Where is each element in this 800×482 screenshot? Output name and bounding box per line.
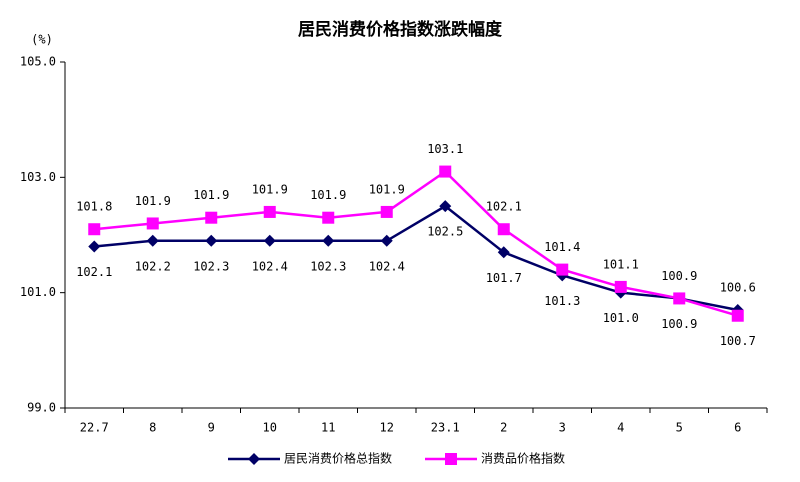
- x-tick-label: 10: [263, 421, 277, 435]
- data-label: 101.9: [252, 182, 288, 196]
- line: [94, 169, 739, 317]
- marker: [556, 263, 569, 276]
- marker: [248, 453, 260, 465]
- legend-label: 居民消费价格总指数: [284, 451, 392, 466]
- marker: [263, 234, 276, 247]
- data-label: 102.1: [486, 200, 522, 214]
- data-label: 100.7: [720, 334, 756, 348]
- data-label: 100.9: [661, 317, 697, 331]
- marker: [731, 309, 744, 322]
- chart-title: 居民消费价格指数涨跌幅度: [298, 19, 503, 40]
- data-label: 103.1: [427, 142, 463, 156]
- marker: [380, 205, 393, 218]
- legend-label: 消费品价格指数: [481, 451, 565, 466]
- marker: [205, 234, 218, 247]
- y-tick-label: 99.0: [27, 401, 56, 415]
- data-label: 101.9: [135, 194, 171, 208]
- marker: [322, 211, 335, 224]
- x-tick-label: 4: [617, 421, 624, 435]
- data-label: 101.3: [544, 294, 580, 308]
- x-tick-label: 11: [321, 421, 335, 435]
- data-label: 101.1: [603, 257, 639, 271]
- marker: [614, 280, 627, 293]
- data-label: 102.3: [310, 259, 346, 273]
- data-label: 102.4: [369, 259, 405, 273]
- data-label: 102.5: [427, 225, 463, 239]
- x-tick-label: 8: [149, 421, 156, 435]
- marker: [380, 234, 393, 247]
- data-label: 100.9: [661, 269, 697, 283]
- x-tick-label: 2: [500, 421, 507, 435]
- data-label: 100.6: [720, 280, 756, 294]
- data-label: 102.4: [252, 259, 288, 273]
- line: [94, 204, 738, 312]
- x-tick-label: 12: [380, 421, 394, 435]
- marker: [673, 292, 686, 305]
- marker: [497, 246, 510, 259]
- data-label: 101.4: [544, 240, 580, 254]
- x-tick-label: 22.7: [80, 421, 109, 435]
- marker: [205, 211, 218, 224]
- x-tick-label: 6: [734, 421, 741, 435]
- x-tick-label: 3: [559, 421, 566, 435]
- data-label: 101.9: [193, 188, 229, 202]
- y-tick-label: 103.0: [20, 170, 56, 184]
- marker: [322, 234, 335, 247]
- marker: [146, 234, 159, 247]
- data-label: 101.9: [369, 182, 405, 196]
- data-label: 101.0: [603, 311, 639, 325]
- data-label: 102.2: [135, 259, 171, 273]
- marker: [445, 453, 457, 465]
- y-tick-label: 105.0: [20, 55, 56, 69]
- data-label: 101.7: [486, 271, 522, 285]
- data-label: 101.8: [76, 200, 112, 214]
- marker: [439, 165, 452, 178]
- marker: [497, 223, 510, 236]
- marker: [263, 205, 276, 218]
- marker: [146, 217, 159, 230]
- x-tick-label: 5: [676, 421, 683, 435]
- marker: [88, 223, 101, 236]
- data-label: 102.1: [76, 265, 112, 279]
- y-unit: (%): [31, 33, 53, 47]
- data-label: 102.3: [193, 259, 229, 273]
- x-tick-label: 23.1: [431, 421, 460, 435]
- marker: [88, 240, 101, 253]
- y-tick-label: 101.0: [20, 285, 56, 299]
- data-label: 101.9: [310, 188, 346, 202]
- x-tick-label: 9: [208, 421, 215, 435]
- marker: [439, 200, 452, 213]
